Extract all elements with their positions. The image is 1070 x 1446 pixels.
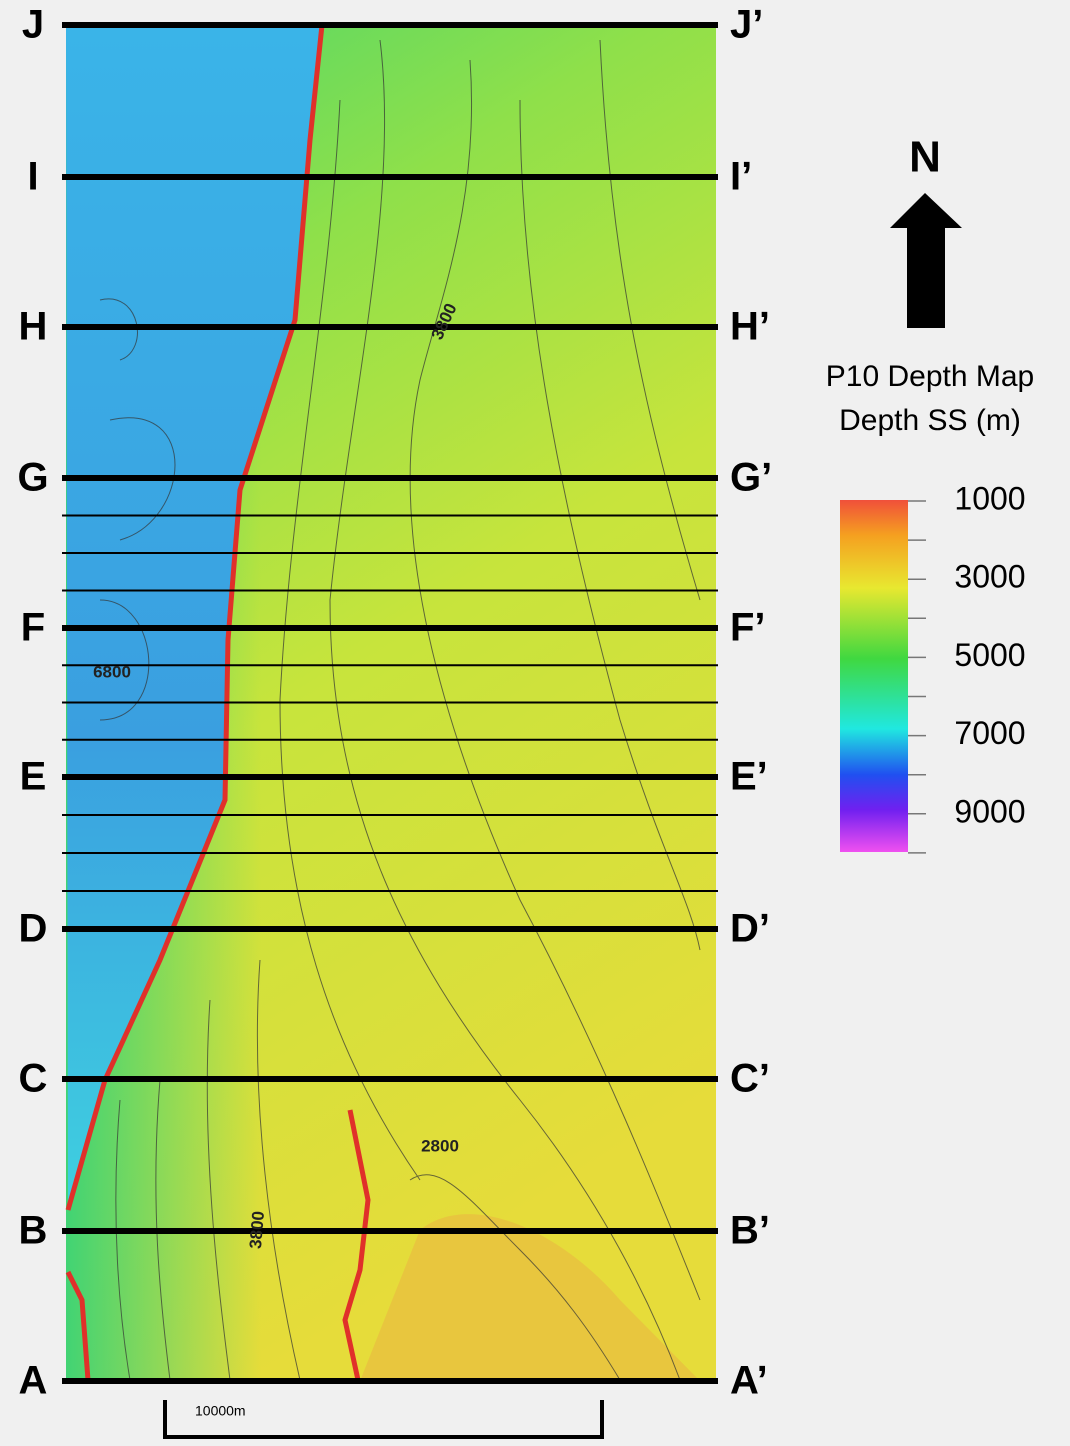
section-label: A’ [730,1359,768,1403]
section-label: F [21,606,45,650]
section-label: A [19,1359,48,1403]
colorbar-label: 1000 [954,480,1025,516]
section-label: F’ [730,606,766,650]
section-label: G [17,456,48,500]
section-label: J’ [730,3,763,47]
north-arrow [890,193,962,328]
map-figure: A A’ B B’ C C’ D D’ E E’ F F’ G G’ H H’ I I’ J J’ 3800 6800 28… [0,0,1070,1446]
section-label: B [19,1209,48,1253]
colorbar [840,500,908,852]
contour-label: 6800 [93,662,131,681]
section-label: H’ [730,305,770,349]
colorbar-label: 3000 [954,559,1025,595]
colorbar-label: 9000 [954,793,1025,829]
section-label: C [19,1057,48,1101]
section-label: D [19,907,48,951]
legend-subtitle: Depth SS (m) [839,404,1021,437]
contour-label: 3800 [246,1210,268,1249]
section-label: E [20,755,47,799]
section-label: H [19,305,48,349]
legend-title: P10 Depth Map [826,360,1034,393]
section-label: I’ [730,155,752,199]
section-label: G’ [730,456,772,500]
section-label: I [27,155,38,199]
contour-label: 2800 [421,1136,459,1155]
section-label: D’ [730,907,770,951]
section-label: B’ [730,1209,770,1253]
north-label: N [909,133,941,182]
scale-label: 10000m [195,1403,246,1419]
colorbar-label: 7000 [954,715,1025,751]
section-label: E’ [730,755,768,799]
section-label: J [22,3,44,47]
colorbar-label: 5000 [954,637,1025,673]
section-label: C’ [730,1057,770,1101]
